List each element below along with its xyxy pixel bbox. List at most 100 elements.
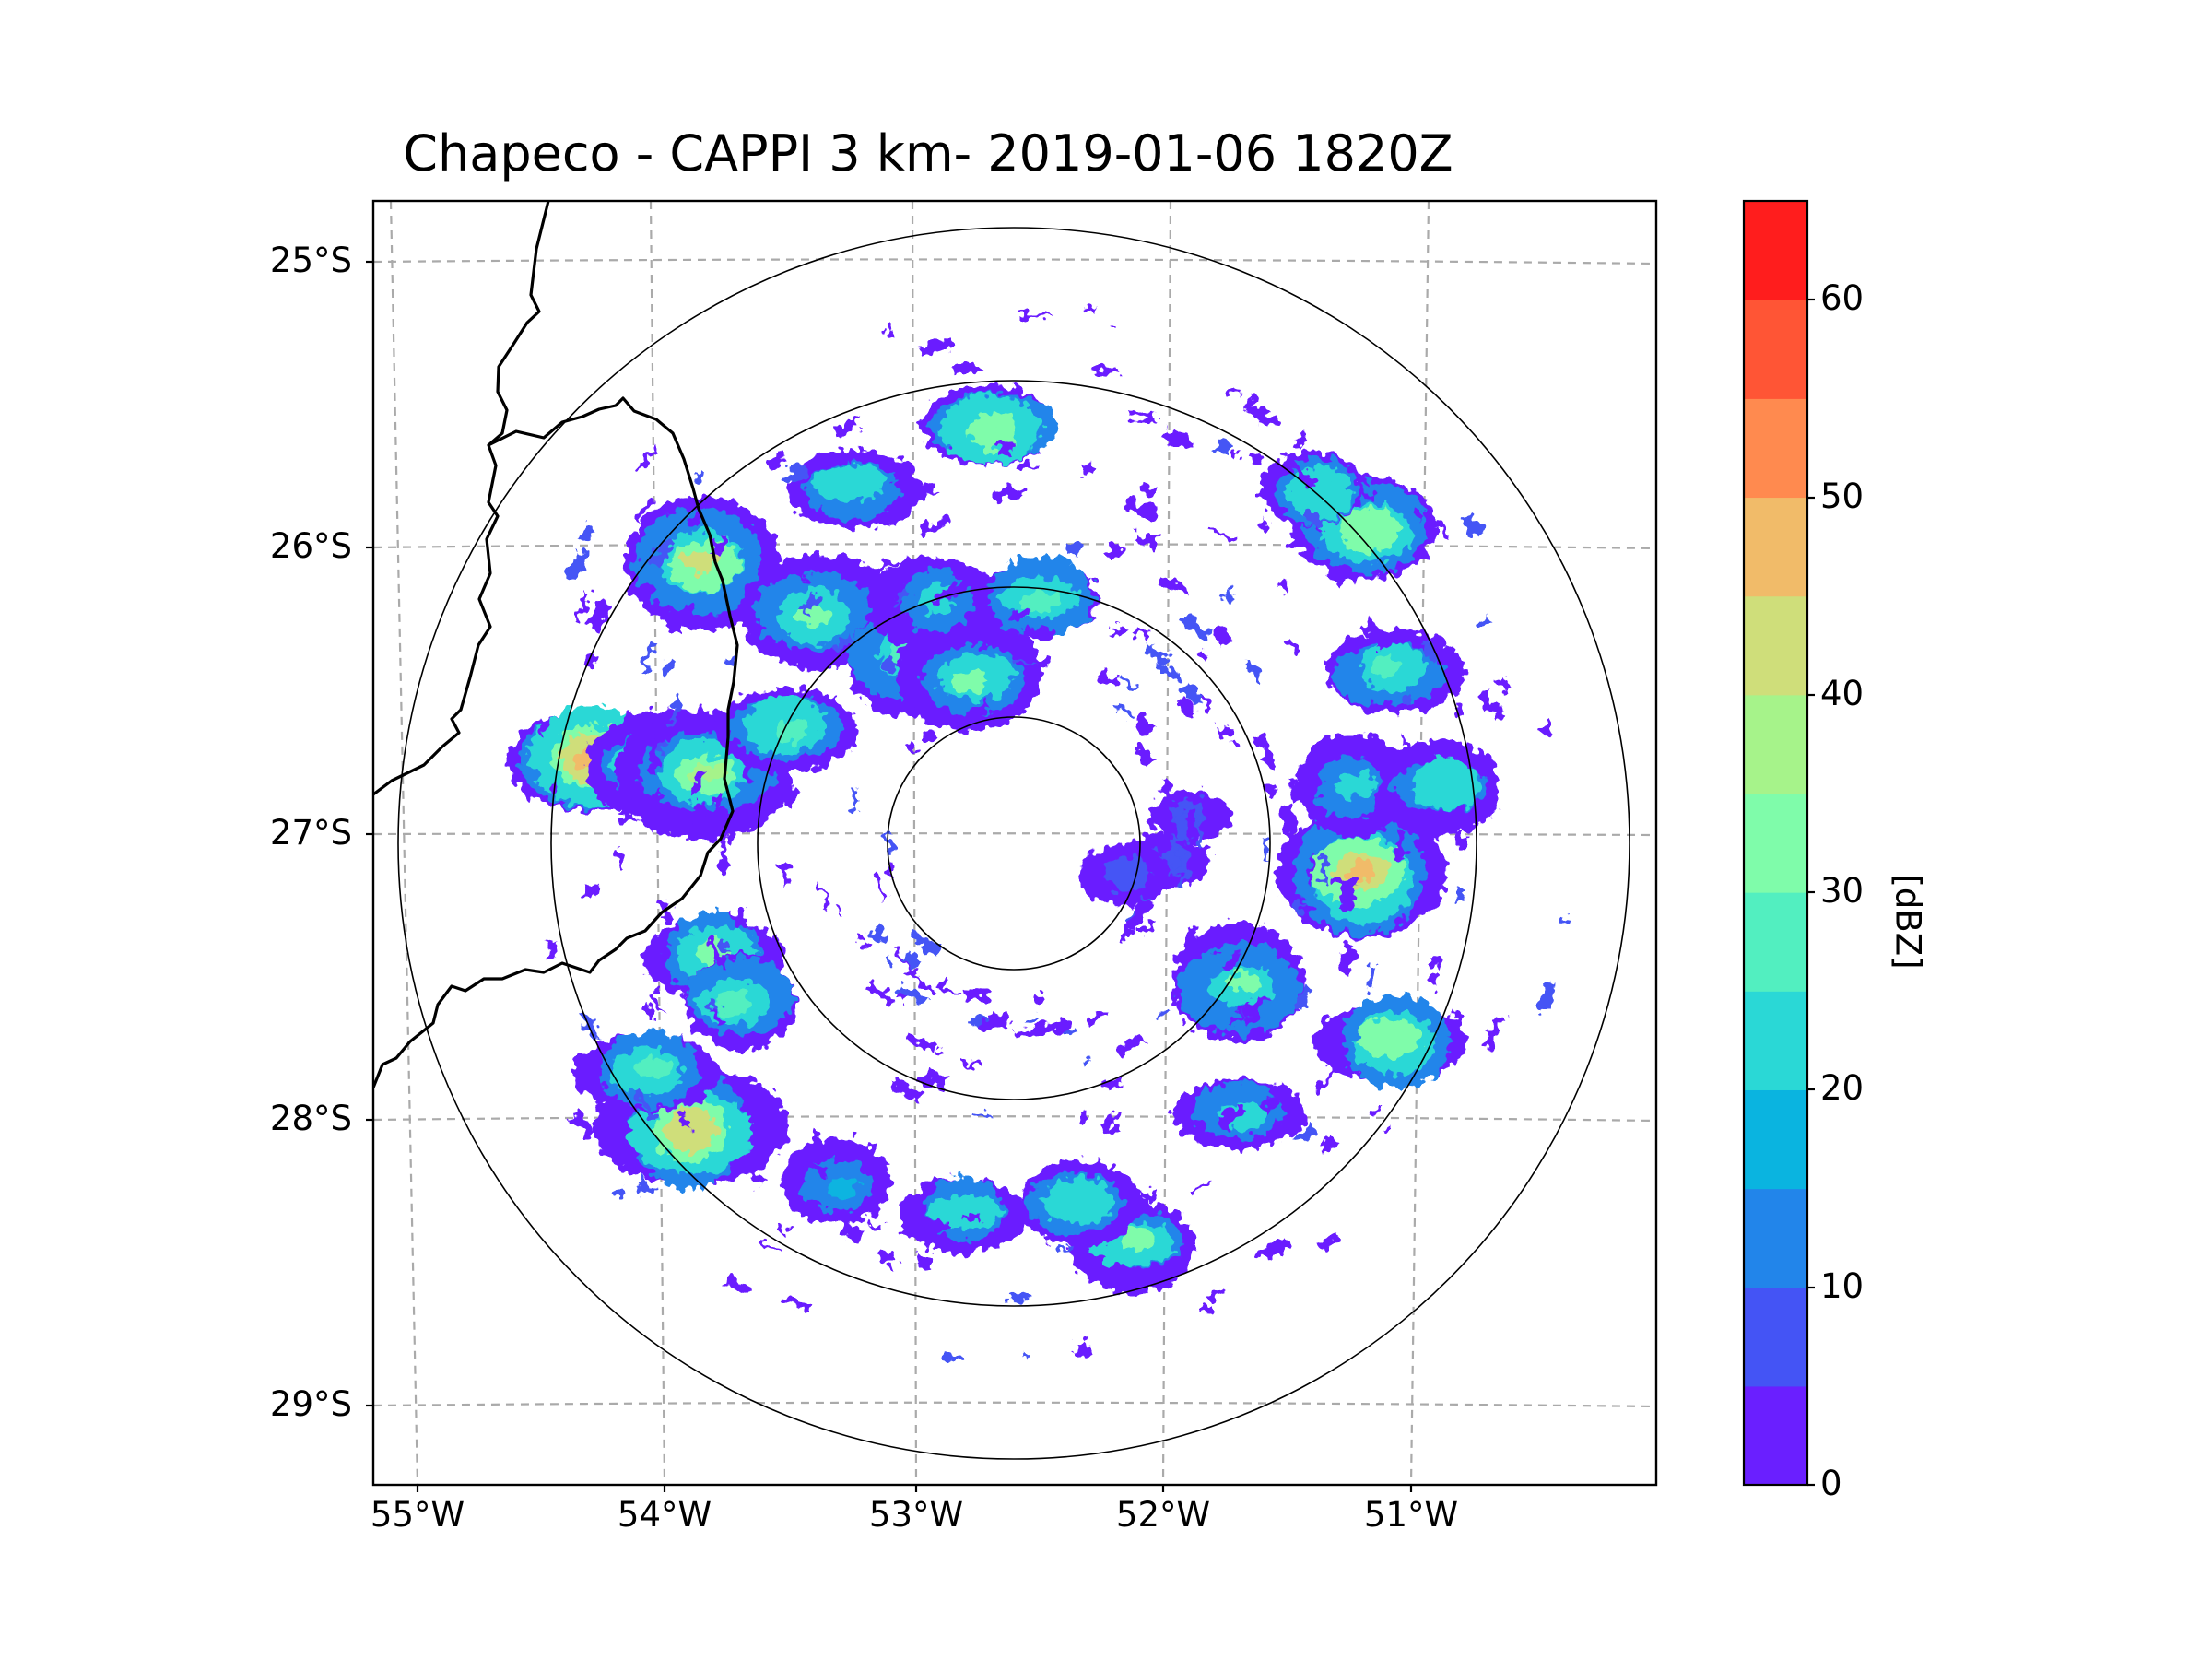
echo-speckle (657, 740, 666, 755)
echo-speckle (718, 939, 731, 954)
echo-speckle (850, 785, 859, 809)
echo-speckle (798, 1155, 828, 1177)
colorbar-ticks (1807, 298, 1815, 1487)
colorbar-bin (1744, 1188, 1807, 1288)
echo-speckle (1336, 943, 1358, 974)
echo-level (1346, 516, 1381, 537)
echo-speckle (1299, 762, 1314, 794)
echo-speckle (635, 446, 660, 472)
echo-speckle (585, 883, 600, 899)
echo-speckle (1068, 541, 1084, 557)
echo-speckle (1021, 1016, 1041, 1021)
echo-speckle (643, 1002, 657, 1021)
echo-speckle (1137, 925, 1146, 934)
echo-speckle (572, 1112, 595, 1137)
echo-speckle (1035, 994, 1045, 1001)
echo-speckle (650, 991, 666, 1014)
echo-speckle (1400, 733, 1411, 757)
echo-speckle (1477, 688, 1495, 715)
echo-cell (981, 556, 1099, 640)
echo-speckle (1383, 1126, 1393, 1135)
echo-speckle (964, 988, 990, 1003)
echo-speckle (1455, 834, 1466, 852)
echo-speckle (1084, 307, 1098, 313)
echo-speckle (857, 933, 868, 946)
chart-title: Chapeco - CAPPI 3 km- 2019-01-06 1820Z (403, 124, 1453, 182)
colorbar-bin (1744, 595, 1807, 696)
echo-speckle (546, 940, 560, 957)
echo-speckle (1160, 576, 1192, 596)
echo-speckle (1325, 652, 1340, 665)
echo-speckle (997, 441, 1013, 454)
echo-speckle (1560, 916, 1568, 924)
echo-speckle (897, 991, 909, 1003)
echo-speckle (951, 360, 981, 376)
lat-label-29s: 29°S (269, 1384, 352, 1424)
echo-speckle (906, 744, 918, 755)
echo-speckle (1427, 954, 1442, 968)
echo-speckle (1126, 898, 1152, 930)
echo-speckle (866, 1219, 883, 1231)
echo-level (1065, 1182, 1096, 1207)
echo-speckle (538, 722, 547, 739)
echo-speckle (889, 469, 908, 483)
echo-speckle (916, 485, 938, 500)
echo-speckle (1088, 1009, 1109, 1025)
echo-speckle (1245, 662, 1265, 685)
axis-ticks (366, 260, 1413, 1492)
echo-speckle (905, 968, 921, 982)
echo-speckle (897, 982, 927, 1006)
echo-speckle (1056, 1246, 1074, 1253)
echo-speckle (1318, 1231, 1341, 1252)
echo-speckle (1018, 1351, 1025, 1358)
colorbar-bin (1744, 991, 1807, 1090)
echo-speckle (833, 633, 853, 653)
lon-label-52w: 52°W (1115, 1495, 1211, 1535)
echo-level (950, 670, 987, 691)
echo-level (1334, 771, 1374, 798)
echo-speckle (926, 1219, 951, 1234)
colorbar-bin (1744, 201, 1807, 300)
echo-speckle (1302, 508, 1325, 529)
echo-speckle (837, 905, 843, 912)
echo-speckle (971, 1111, 992, 1117)
colorbar-frame (1742, 199, 1809, 1487)
echo-level (836, 470, 864, 494)
echo-speckle (1216, 1102, 1246, 1130)
echo-speckle (1195, 650, 1210, 664)
range-ring-2 (757, 586, 1271, 1100)
echo-speckle (1123, 499, 1158, 520)
echo-speckle (1329, 877, 1344, 887)
colorbar-tick-10: 10 (1820, 1266, 1865, 1306)
colorbar-tick-60: 60 (1820, 278, 1865, 318)
echo-speckle (762, 1239, 782, 1253)
echo-speckle (1228, 388, 1241, 397)
echo-speckle (1113, 702, 1134, 718)
echo-speckle (691, 469, 706, 483)
echo-speckle (1211, 950, 1220, 960)
colorbar-bin (1744, 892, 1807, 992)
echo-level (1021, 591, 1062, 612)
echo-speckle (1133, 531, 1159, 548)
echo-speckle (864, 981, 896, 1008)
echo-cell (920, 384, 1058, 465)
echo-speckle (1481, 1017, 1504, 1050)
echo-speckle (1393, 750, 1406, 763)
range-ring-1 (887, 716, 1141, 971)
echo-speckle (711, 1007, 724, 1025)
echo-speckle (782, 463, 809, 488)
echo-speckle (1288, 779, 1300, 803)
echo-speckle (919, 516, 951, 535)
echo-speckle (1180, 682, 1204, 706)
echo-speckle (1173, 811, 1189, 843)
echo-speckle (808, 1134, 824, 1149)
echo-speckle (888, 1265, 896, 1271)
echo-speckle (1180, 923, 1200, 951)
echo-speckle (673, 602, 697, 634)
echo-speckle (714, 790, 722, 821)
echo-speckle (725, 654, 736, 666)
echo-speckle (1359, 486, 1377, 503)
colorbar-bin (1744, 793, 1807, 893)
echo-speckle (908, 928, 940, 956)
